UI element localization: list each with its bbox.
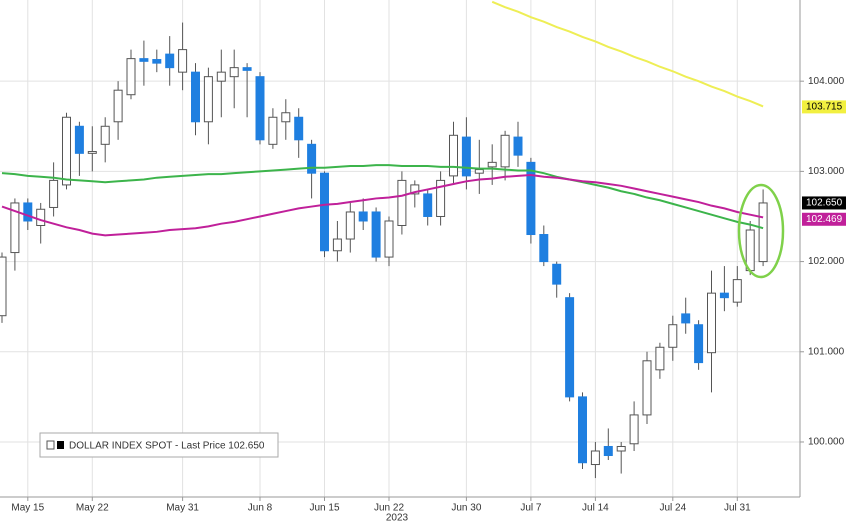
candle-body [36,208,46,226]
x-tick-label: Jun 15 [309,503,339,514]
candle-body [655,346,665,371]
candle-body [745,229,755,272]
candle-body [23,202,33,222]
candle-body [358,211,368,222]
candle-body [87,151,97,154]
y-tick-label: 100.000 [808,437,845,448]
candle-body [578,396,587,464]
candle-body [165,53,175,69]
axes: 100.000 101.000 102.000 103.000 104.000 May 1… [11,76,846,514]
candle-body [526,161,536,236]
x-tick-label: Jul 31 [724,503,751,514]
highlight-circle [737,183,785,279]
price-tag [802,100,846,114]
candle-body [513,136,523,156]
x-tick-label: May 15 [11,503,44,514]
candle-body [255,76,265,141]
candle-body [410,184,420,195]
x-tick-label: Jun 8 [248,503,273,514]
x-tick-label: Jul 24 [659,503,686,514]
x-tick-label: May 31 [166,503,199,514]
candle-body [436,179,446,217]
candle-body [229,67,239,78]
candle-body [10,202,20,254]
moving-average-line [1,164,764,230]
candle-body [603,445,613,457]
candle-body [178,49,188,73]
candle-body [307,143,317,174]
legend-icon [57,441,64,449]
candle-body [694,324,704,364]
candle-body [281,112,291,123]
moving-average-line [1,173,764,237]
candle-body [100,125,110,145]
price-tag [802,196,846,210]
candle-body [268,116,278,145]
y-tick-label: 101.000 [808,346,845,357]
price-tag-label: 102.469 [806,214,843,225]
candle-body [49,179,59,208]
candle-body [552,263,562,285]
candle-body [320,172,329,252]
y-tick-label: 104.000 [808,76,845,87]
x-tick-label: May 22 [76,503,109,514]
x-tick-label: Jun 22 [374,503,404,514]
candle-body [461,136,471,177]
moving-average-line [491,0,764,108]
candle-body [345,211,355,240]
candle-body [0,256,7,317]
candle-body [152,59,162,64]
candle-body [616,445,626,452]
candle-body [500,134,510,168]
candle-body [719,292,729,299]
candle-body [539,234,549,263]
candle-body [397,179,407,226]
candle-body [139,58,149,62]
candle-body [487,161,497,168]
plot-area [0,0,768,479]
y-tick-label: 102.000 [808,256,845,267]
legend-text: DOLLAR INDEX SPOT - Last Price 102.650 [69,441,265,452]
x-axis-label: 2023 [386,513,409,524]
legend-icon [46,440,55,450]
price-tag [802,212,846,226]
candle-body [474,169,484,174]
candle-body [642,360,652,416]
candle-body [74,125,84,154]
candle-body [732,279,742,303]
y-tick-label: 103.000 [808,166,845,177]
candle-body [203,76,213,123]
candle-body [332,238,342,252]
candle-body [423,193,433,217]
legend-box [39,432,279,458]
candle-body [565,297,575,398]
candle-body [590,450,600,466]
candle-body [126,58,136,96]
candle-body [681,313,691,324]
candle-body [668,324,678,348]
candle-body [113,89,123,123]
x-tick-label: Jul 7 [520,503,542,514]
candle-body [191,71,200,123]
candle-body [371,211,381,258]
candle-body [294,116,304,141]
candle-body [707,292,716,354]
x-tick-label: Jun 30 [451,503,481,514]
candle-body [62,116,71,186]
candle-body [449,134,458,177]
candle-body [758,202,768,263]
candle-body [384,220,394,258]
candle-body [629,414,639,445]
candle-body [216,71,226,82]
x-tick-label: Jul 14 [582,503,609,514]
price-tag-label: 103.715 [806,102,843,113]
candle-body [242,67,252,71]
price-tag-label: 102.650 [806,198,843,209]
